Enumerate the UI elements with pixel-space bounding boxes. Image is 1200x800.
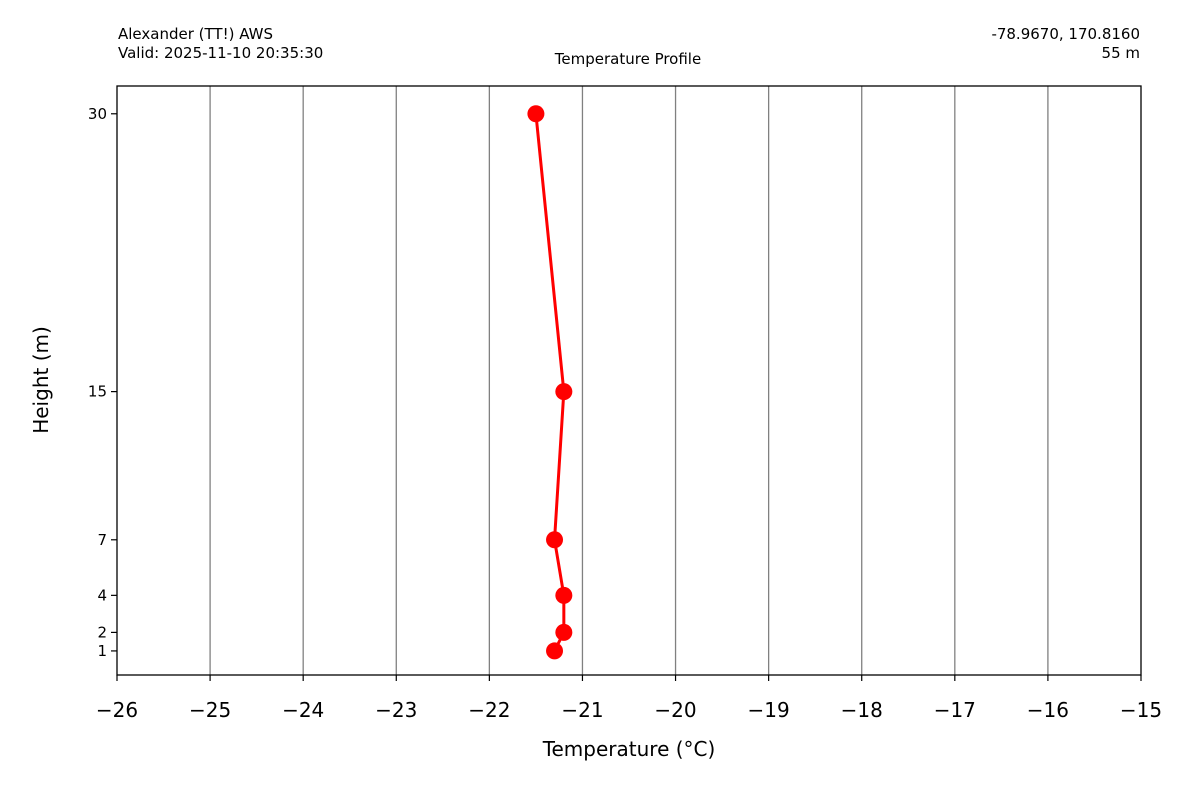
data-point xyxy=(555,586,573,604)
station-elevation: 55 m xyxy=(1101,44,1140,62)
temperature-profile-line xyxy=(534,113,566,652)
header-right: -78.9670, 170.8160 55 m xyxy=(991,25,1140,63)
y-tick-label: 7 xyxy=(97,531,107,549)
y-tick-label: 4 xyxy=(97,586,107,604)
x-tick-label: −17 xyxy=(934,698,976,722)
x-tick-label: −22 xyxy=(468,698,510,722)
x-axis-label: Temperature (°C) xyxy=(542,737,716,761)
station-coordinates: -78.9670, 170.8160 xyxy=(991,25,1140,43)
x-tick-label: −25 xyxy=(189,698,231,722)
y-axis: 12 4 7 15 30 xyxy=(88,105,117,660)
grid-lines xyxy=(209,86,1049,675)
x-tick-label: −18 xyxy=(841,698,883,722)
data-point xyxy=(555,623,573,641)
x-tick-label: −15 xyxy=(1120,698,1162,722)
valid-time: Valid: 2025-11-10 20:35:30 xyxy=(118,44,324,62)
data-point xyxy=(546,642,564,660)
data-point xyxy=(555,383,573,401)
series-layer xyxy=(527,105,573,660)
x-axis: −26 −25 −24 −23 −22 −21 −20 −19 −18 −17 −16 −15 xyxy=(96,675,1162,722)
y-tick-label: 15 xyxy=(88,383,107,401)
y-tick-label: 30 xyxy=(88,105,107,123)
x-tick-label: −19 xyxy=(748,698,790,722)
y-tick-label: 2 xyxy=(97,623,107,641)
x-tick-label: −26 xyxy=(96,698,138,722)
y-tick-label: 1 xyxy=(97,642,107,660)
x-tick-label: −20 xyxy=(654,698,696,722)
header-left: Alexander (TT!) AWS Valid: 2025-11-10 20… xyxy=(118,25,323,63)
data-point xyxy=(546,531,564,549)
x-tick-label: −23 xyxy=(375,698,417,722)
station-name: Alexander (TT!) AWS xyxy=(118,25,273,43)
x-tick-label: −21 xyxy=(561,698,603,722)
y-axis-label: Height (m) xyxy=(29,326,53,434)
data-point xyxy=(527,105,545,123)
chart-title: Temperature Profile xyxy=(554,50,702,68)
plot-frame xyxy=(116,85,1142,676)
x-tick-label: −16 xyxy=(1027,698,1069,722)
x-tick-label: −24 xyxy=(282,698,324,722)
